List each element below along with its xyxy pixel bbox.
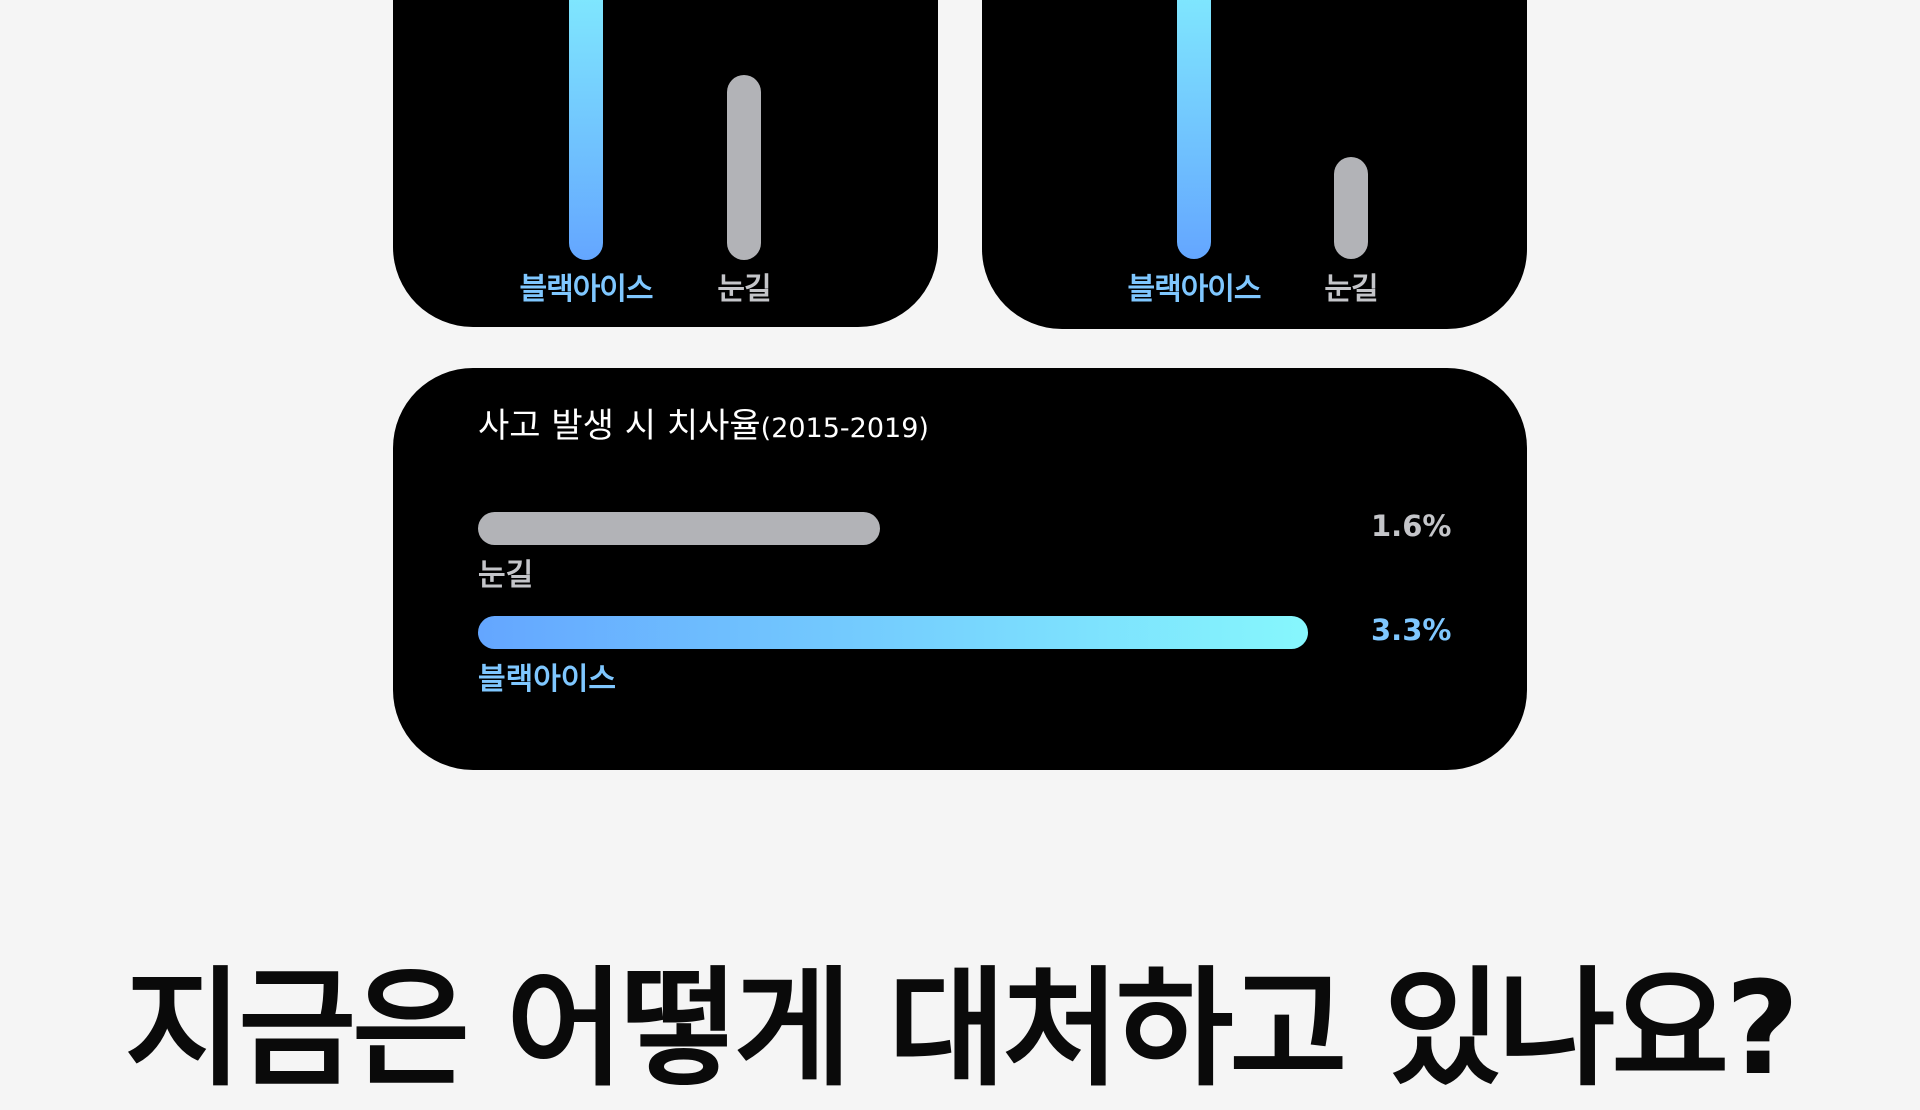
label-snowroad-right: 눈길 [1324,272,1378,307]
label-snowroad-fatality: 눈길 [478,558,534,593]
chart-title: 사고 발생 시 치사율(2015-2019) [478,398,929,447]
chart-card-left: 블랙아이스 눈길 [393,0,938,327]
label-blackice-left: 블랙아이스 [519,272,654,307]
bar-snowroad-left [727,75,761,260]
bar-blackice-right [1177,0,1211,259]
label-blackice-fatality: 블랙아이스 [478,662,616,697]
bar-blackice-fatality [478,616,1308,649]
label-blackice-right: 블랙아이스 [1127,272,1262,307]
label-snowroad-left: 눈길 [717,272,771,307]
fatality-rate-card: 사고 발생 시 치사율(2015-2019) 눈길 1.6% 블랙아이스 3.3… [393,368,1527,770]
chart-card-right: 블랙아이스 눈길 [982,0,1527,329]
chart-title-period: (2015-2019) [760,413,929,444]
chart-title-main: 사고 발생 시 치사율 [478,406,761,446]
bar-snowroad-right [1334,156,1368,259]
value-blackice-fatality: 3.3% [1371,613,1452,647]
bar-blackice-left [569,0,603,260]
headline: 지금은 어떻게 대처하고 있나요? [124,955,1800,1104]
value-snowroad-fatality: 1.6% [1371,509,1452,543]
bar-snowroad-fatality [478,512,881,545]
